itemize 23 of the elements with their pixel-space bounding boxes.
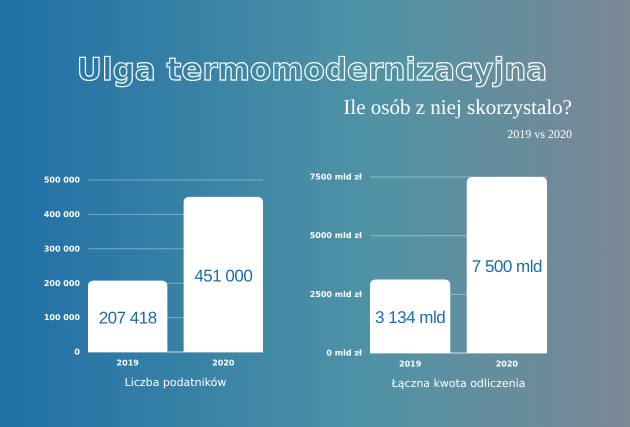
x-tick-label: 2019 xyxy=(116,358,140,368)
y-tick-label: 200 000 xyxy=(44,278,80,288)
y-tick-label: 5000 mld zł xyxy=(310,231,364,240)
y-tick-label: 2500 mld zł xyxy=(310,290,364,299)
y-tick-label: 300 000 xyxy=(44,244,80,254)
data-label: 207 418 xyxy=(98,308,157,328)
x-tick-label: 2020 xyxy=(496,360,518,369)
chart-subtitle: Ile osób z niej skorzystalo? xyxy=(343,95,572,119)
x-axis-title: Łączna kwota odliczenia xyxy=(390,377,526,390)
x-tick-label: 2019 xyxy=(399,360,422,369)
y-tick-label: 7500 mld zł xyxy=(310,172,364,182)
y-tick-label: 0 xyxy=(74,348,80,357)
chart-title: Ulga termomodernizacyjna xyxy=(76,52,548,88)
y-tick-label: 100 000 xyxy=(44,313,80,322)
y-tick-label: 0 mld zł xyxy=(326,348,364,358)
data-label: 3 134 mld xyxy=(375,308,446,328)
data-label: 451 000 xyxy=(194,266,252,286)
x-tick-label: 2020 xyxy=(212,358,235,368)
data-label: 7 500 mld xyxy=(472,257,542,276)
y-tick-label: 400 000 xyxy=(44,210,80,219)
y-tick-label: 500 000 xyxy=(44,176,80,185)
text: 2019 vs 2020 xyxy=(507,127,572,141)
x-axis-title: Liczba podatników xyxy=(124,376,226,389)
